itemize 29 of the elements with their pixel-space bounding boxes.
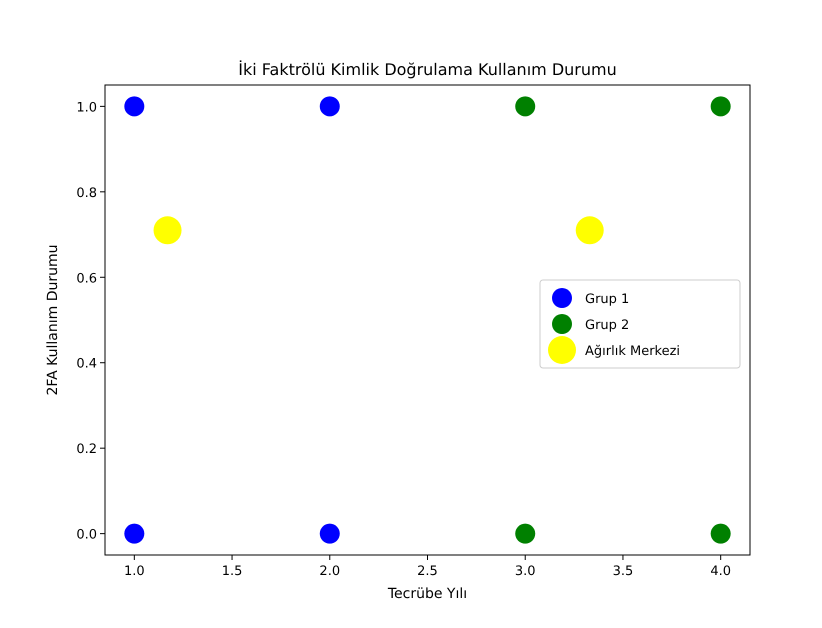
y-tick-label: 0.4 <box>76 356 97 372</box>
point <box>154 216 182 244</box>
point <box>576 216 604 244</box>
legend-label: Grup 2 <box>585 318 630 333</box>
y-axis-title: 2FA Kullanım Durumu <box>45 244 61 396</box>
x-tick-label: 4.0 <box>710 564 732 579</box>
x-tick-label: 1.5 <box>222 564 242 579</box>
chart-title: İki Faktrölü Kimlik Doğrulama Kullanım Durumu <box>238 60 617 79</box>
x-axis-title: Tecrübe Yılı <box>386 586 468 602</box>
y-tick-label: 0.6 <box>76 271 97 286</box>
point <box>320 96 340 116</box>
point <box>320 524 340 544</box>
x-tick-label: 3.0 <box>514 564 536 579</box>
x-tick-label: 1.0 <box>124 564 145 579</box>
x-tick-label: 3.5 <box>612 564 634 579</box>
y-tick-label: 0.8 <box>76 186 97 201</box>
point <box>515 96 536 116</box>
point <box>124 96 144 116</box>
legend-label: Ağırlık Merkezi <box>585 344 680 359</box>
y-tick-label: 1.0 <box>76 100 97 116</box>
y-tick-label: 0.2 <box>76 442 97 458</box>
y-tick-label: 0.0 <box>76 528 97 543</box>
x-tick-label: 2.5 <box>417 564 438 579</box>
point <box>710 524 731 544</box>
legend-label: Grup 1 <box>585 292 630 307</box>
point <box>124 524 144 544</box>
point <box>515 524 536 544</box>
x-tick-label: 2.0 <box>319 564 340 579</box>
point <box>710 96 731 116</box>
